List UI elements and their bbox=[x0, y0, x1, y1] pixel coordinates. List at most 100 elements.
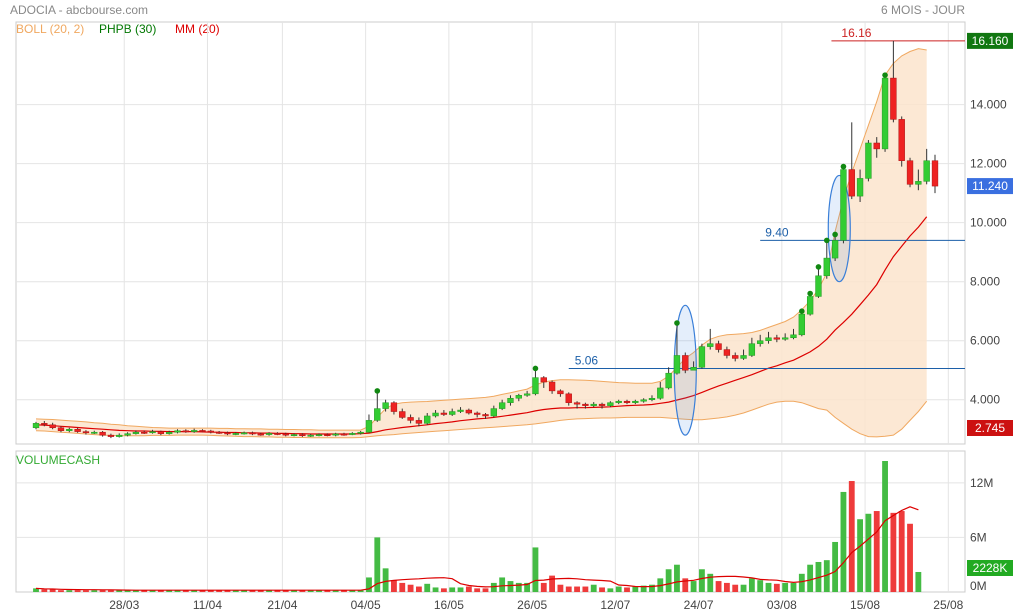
candle bbox=[698, 346, 706, 368]
candle bbox=[707, 343, 714, 347]
highlight-ellipse bbox=[827, 174, 851, 283]
volume-bar bbox=[457, 587, 464, 592]
volume-bar bbox=[515, 582, 522, 592]
phpb-marker bbox=[832, 231, 838, 238]
candle bbox=[424, 415, 431, 424]
level-label-mid: 9.40 bbox=[765, 225, 789, 239]
candle bbox=[931, 160, 939, 187]
volume-bar bbox=[540, 582, 547, 592]
volume-bar bbox=[132, 590, 139, 592]
volume-bar bbox=[166, 590, 173, 592]
candle bbox=[116, 434, 123, 437]
volume-bar bbox=[341, 590, 347, 592]
volume-bar bbox=[274, 590, 281, 592]
volume-bar bbox=[690, 581, 697, 592]
phpb-marker bbox=[815, 264, 822, 270]
candle bbox=[540, 377, 547, 383]
volume-bar bbox=[499, 577, 506, 592]
x-tick-label: 28/03 bbox=[109, 598, 139, 612]
candle bbox=[715, 343, 722, 350]
candle bbox=[757, 340, 764, 344]
candle bbox=[748, 343, 756, 356]
bollinger-upper bbox=[35, 48, 927, 431]
x-tick-label: 24/07 bbox=[684, 598, 714, 612]
candle bbox=[107, 434, 115, 437]
candle bbox=[282, 433, 289, 436]
phpb-marker bbox=[807, 290, 813, 297]
volume-bar bbox=[590, 584, 597, 592]
level-label-high: 16.16 bbox=[841, 26, 871, 40]
candle bbox=[232, 433, 239, 435]
candle bbox=[274, 433, 281, 435]
volume-tick-label: 6M bbox=[970, 530, 987, 544]
candle bbox=[557, 390, 564, 395]
volume-bar bbox=[707, 573, 714, 592]
candle bbox=[240, 432, 248, 435]
candle bbox=[199, 430, 206, 432]
volume-bar bbox=[91, 590, 98, 592]
candle bbox=[898, 119, 905, 161]
candle bbox=[798, 313, 805, 336]
candle bbox=[823, 257, 830, 277]
volume-bar bbox=[116, 590, 123, 592]
candle bbox=[782, 337, 789, 340]
volume-bar bbox=[773, 583, 780, 592]
volume-bar bbox=[49, 589, 56, 592]
volume-bar bbox=[66, 590, 73, 592]
volume-bar bbox=[649, 584, 655, 592]
volume-bar bbox=[873, 511, 880, 592]
volume-bar bbox=[490, 582, 497, 592]
candle bbox=[124, 433, 131, 436]
legend-phpb: PHPB (30) bbox=[99, 22, 156, 36]
candle bbox=[565, 393, 572, 403]
volume-bar bbox=[316, 590, 322, 592]
candle bbox=[465, 409, 473, 414]
volume-bar bbox=[832, 541, 839, 592]
volume-bar bbox=[182, 590, 189, 592]
candle bbox=[141, 431, 148, 434]
candle bbox=[224, 432, 231, 435]
candle bbox=[873, 142, 880, 150]
volume-bar bbox=[565, 586, 572, 592]
candle bbox=[906, 160, 914, 185]
candle bbox=[840, 169, 847, 241]
volume-bar bbox=[699, 569, 705, 592]
candle bbox=[732, 355, 739, 359]
period-label: 6 MOIS - JOUR bbox=[881, 3, 965, 17]
volume-bar bbox=[465, 586, 472, 592]
volume-bar bbox=[790, 582, 797, 592]
candle bbox=[132, 431, 140, 434]
volume-bar bbox=[482, 588, 489, 592]
volume-bar bbox=[848, 481, 855, 592]
x-tick-label: 16/05 bbox=[434, 598, 464, 612]
volume-panel bbox=[15, 450, 966, 593]
candle bbox=[890, 77, 897, 120]
candle bbox=[357, 431, 364, 434]
x-tick-label: 04/05 bbox=[351, 598, 381, 612]
volume-bar bbox=[798, 573, 805, 592]
candle bbox=[723, 349, 731, 356]
phpb-marker bbox=[840, 163, 847, 170]
candle bbox=[457, 409, 464, 412]
volume-bar bbox=[624, 587, 630, 592]
candle bbox=[365, 420, 373, 433]
x-tick-label: 21/04 bbox=[267, 598, 297, 612]
legend-mm: MM (20) bbox=[175, 22, 220, 36]
candle bbox=[449, 411, 456, 415]
phpb-marker bbox=[799, 308, 805, 315]
x-tick-label: 12/07 bbox=[600, 598, 630, 612]
volume-bar bbox=[124, 590, 131, 592]
candle bbox=[482, 414, 489, 417]
candle bbox=[623, 400, 631, 403]
volume-bar bbox=[915, 571, 922, 592]
candle bbox=[881, 77, 889, 150]
volume-bar bbox=[865, 513, 872, 592]
volume-bar bbox=[232, 590, 239, 592]
candle bbox=[207, 430, 214, 433]
x-tick-label: 03/08 bbox=[767, 598, 797, 612]
candle bbox=[665, 372, 672, 389]
price-tick-label: 14.000 bbox=[970, 98, 1007, 112]
volume-bar bbox=[524, 582, 531, 592]
volume-bar bbox=[399, 582, 406, 592]
